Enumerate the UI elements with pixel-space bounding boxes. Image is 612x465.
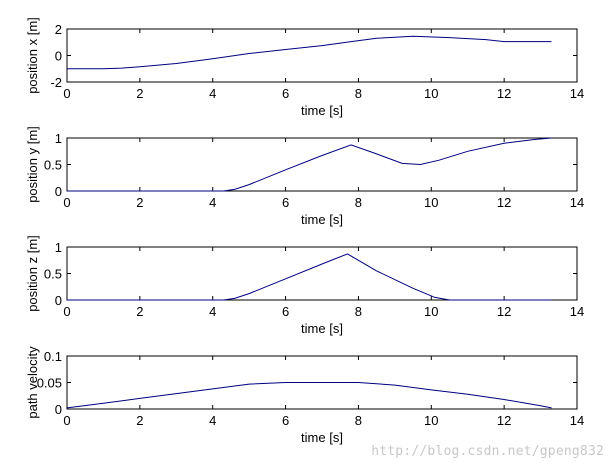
x-tick-label: 8 xyxy=(355,413,362,428)
x-tick-label: 6 xyxy=(282,304,289,319)
x-tick-label: 12 xyxy=(497,304,511,319)
x-tick-label: 4 xyxy=(209,413,216,428)
y-tick-label: 2 xyxy=(55,22,62,37)
x-tick-label: 14 xyxy=(570,413,584,428)
x-tick-label: 14 xyxy=(570,304,584,319)
x-tick-label: 8 xyxy=(355,86,362,101)
x-tick-label: 12 xyxy=(497,86,511,101)
x-tick-label: 8 xyxy=(355,304,362,319)
y-axis-label: position z [m] xyxy=(25,235,40,312)
subplot-2: 0 2 4 6 8 10 12 14 0 0.5 1 time [s] position y [m] xyxy=(25,126,584,227)
x-tick-label: 12 xyxy=(497,195,511,210)
x-axis-label: time [s] xyxy=(301,321,343,336)
x-tick-label: 10 xyxy=(424,86,438,101)
x-tick-label: 0 xyxy=(63,86,70,101)
plot-frame xyxy=(66,28,578,83)
y-axis-label: path velocity xyxy=(25,346,40,419)
y-tick-label: 0 xyxy=(55,184,62,199)
subplot-3: 0 2 4 6 8 10 12 14 0 0.5 1 time [s] position z [m] xyxy=(25,235,584,336)
x-tick-label: 2 xyxy=(136,413,143,428)
x-tick-label: 2 xyxy=(136,86,143,101)
x-tick-label: 0 xyxy=(63,413,70,428)
watermark: http://blog.csdn.net/gpeng832 xyxy=(371,444,604,459)
x-tick-label: 2 xyxy=(136,304,143,319)
x-axis-label: time [s] xyxy=(301,430,343,445)
y-tick-label: 0 xyxy=(55,402,62,417)
subplot-4: 0 2 4 6 8 10 12 14 0 0.05 0.1 time [s] path velocity xyxy=(25,346,584,445)
y-tick-label: -2 xyxy=(50,75,62,90)
y-axis-label: position y [m] xyxy=(25,126,40,203)
x-tick-label: 12 xyxy=(497,413,511,428)
y-tick-label: 0.1 xyxy=(44,349,62,364)
x-tick-label: 4 xyxy=(209,195,216,210)
y-tick-label: 0.05 xyxy=(37,376,62,391)
plot-frame xyxy=(66,137,578,192)
x-tick-label: 10 xyxy=(424,195,438,210)
x-tick-label: 2 xyxy=(136,195,143,210)
x-tick-label: 6 xyxy=(282,413,289,428)
x-tick-label: 6 xyxy=(282,195,289,210)
plot-frame xyxy=(66,246,578,301)
x-tick-label: 6 xyxy=(282,86,289,101)
y-tick-label: 0 xyxy=(55,293,62,308)
y-tick-label: 1 xyxy=(55,131,62,146)
x-tick-label: 14 xyxy=(570,195,584,210)
y-tick-label: 1 xyxy=(55,240,62,255)
x-tick-label: 4 xyxy=(209,86,216,101)
x-tick-label: 10 xyxy=(424,304,438,319)
series-line xyxy=(67,137,552,192)
x-tick-label: 8 xyxy=(355,195,362,210)
x-tick-label: 0 xyxy=(63,304,70,319)
series-line xyxy=(67,35,552,70)
series-line xyxy=(67,253,552,301)
y-tick-label: 0 xyxy=(55,49,62,64)
x-tick-label: 14 xyxy=(570,86,584,101)
x-tick-label: 4 xyxy=(209,304,216,319)
x-axis-label: time [s] xyxy=(301,103,343,118)
x-tick-label: 0 xyxy=(63,195,70,210)
y-axis-label: position x [m] xyxy=(25,17,40,94)
y-tick-label: 0.5 xyxy=(44,158,62,173)
x-tick-label: 10 xyxy=(424,413,438,428)
x-axis-label: time [s] xyxy=(301,212,343,227)
y-tick-label: 0.5 xyxy=(44,267,62,282)
series-line xyxy=(66,382,552,409)
